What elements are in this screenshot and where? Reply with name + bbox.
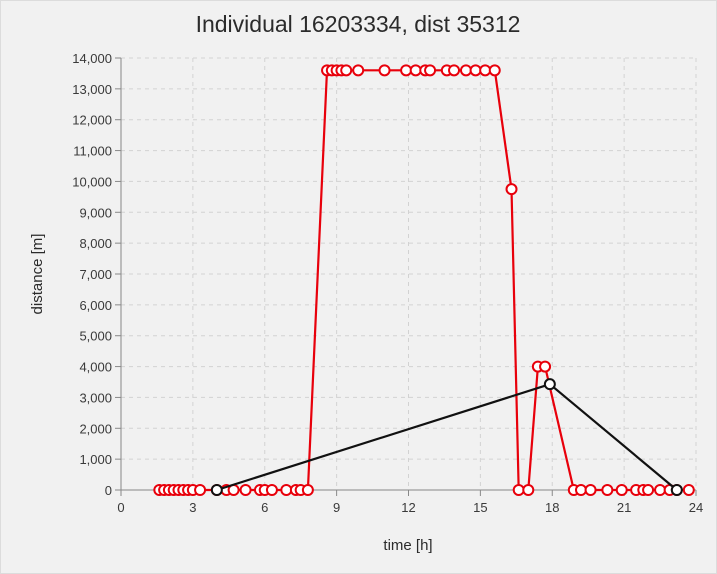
y-tick-label: 13,000: [72, 82, 112, 97]
data-point: [424, 64, 437, 77]
data-point: [210, 484, 223, 496]
x-tick-label: 15: [473, 500, 487, 515]
data-point: [543, 378, 556, 391]
data-point: [265, 484, 278, 496]
data-point: [239, 484, 252, 496]
data-point: [584, 484, 597, 496]
data-point: [448, 64, 461, 77]
data-point: [409, 64, 422, 77]
data-point: [615, 484, 628, 496]
y-tick-label: 1,000: [79, 452, 112, 467]
y-axis-label: distance [m]: [29, 234, 46, 315]
y-tick-label: 5,000: [79, 329, 112, 344]
data-point: [340, 64, 353, 77]
y-tick-label: 4,000: [79, 360, 112, 375]
x-tick-label: 6: [261, 500, 268, 515]
y-tick-label: 8,000: [79, 236, 112, 251]
x-tick-label: 12: [401, 500, 415, 515]
data-point: [505, 183, 518, 196]
y-tick-label: 9,000: [79, 205, 112, 220]
data-point: [682, 484, 695, 496]
x-tick-label: 21: [617, 500, 631, 515]
series-2: [210, 378, 683, 496]
x-axis-label: time [h]: [383, 537, 432, 554]
data-point: [479, 64, 492, 77]
data-point: [280, 484, 293, 496]
data-point: [601, 484, 614, 496]
data-point: [469, 64, 482, 77]
y-tick-label: 7,000: [79, 267, 112, 282]
chart-title: Individual 16203334, dist 35312: [196, 11, 521, 37]
data-point: [642, 484, 655, 496]
grid-lines: [121, 57, 697, 490]
y-tick-label: 10,000: [72, 174, 112, 189]
data-point: [352, 64, 365, 77]
x-tick-label: 3: [189, 500, 196, 515]
y-tick-label: 6,000: [79, 298, 112, 313]
data-point: [654, 484, 667, 496]
data-point: [522, 484, 535, 496]
data-point: [670, 484, 683, 496]
data-point: [460, 64, 472, 77]
data-point: [378, 64, 391, 77]
y-tick-label: 3,000: [79, 390, 112, 405]
data-point: [194, 484, 207, 496]
y-tick-label: 2,000: [79, 421, 112, 436]
x-tick-label: 9: [333, 500, 340, 515]
series-1: [153, 64, 695, 496]
series-layer: [153, 64, 695, 496]
data-point: [301, 484, 314, 496]
x-tick-label: 18: [545, 500, 559, 515]
data-point: [488, 64, 501, 77]
y-tick-label: 11,000: [73, 144, 112, 159]
y-tick-label: 14,000: [72, 51, 112, 66]
data-point: [539, 360, 552, 373]
y-tick-label: 0: [105, 483, 112, 498]
data-point: [512, 484, 525, 496]
data-point: [400, 64, 413, 77]
x-tick-label: 24: [689, 500, 703, 515]
data-point: [575, 484, 587, 496]
x-tick-label: 0: [117, 500, 124, 515]
y-tick-label: 12,000: [72, 113, 112, 128]
